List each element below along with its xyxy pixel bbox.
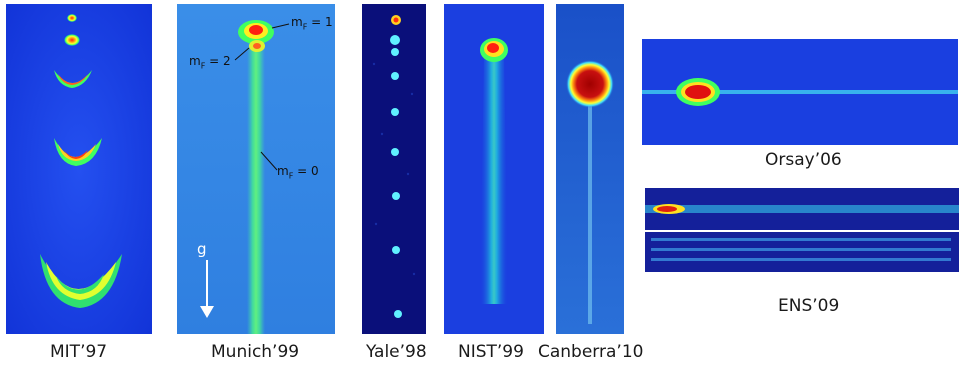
ens-caption: ENS’09 xyxy=(778,296,840,316)
yale-image-panel xyxy=(362,4,426,334)
munich-image-panel: mF = 1 mF = 2 mF = 0 g xyxy=(177,4,335,334)
mit-image-panel xyxy=(6,4,152,334)
mit-caption: MIT’97 xyxy=(50,342,108,362)
nist-image-panel xyxy=(444,4,544,334)
munich-caption: Munich’99 xyxy=(211,342,300,362)
annotation-mf1: mF = 1 xyxy=(291,15,333,32)
annotation-mf2: mF = 2 xyxy=(189,54,231,71)
annotation-mf0: mF = 0 xyxy=(277,164,319,181)
orsay-caption: Orsay’06 xyxy=(765,150,842,170)
ens-image-panel xyxy=(645,188,959,272)
gravity-label: g xyxy=(197,240,207,258)
canberra-image-panel xyxy=(556,4,624,334)
nist-caption: NIST’99 xyxy=(458,342,524,362)
yale-caption: Yale’98 xyxy=(366,342,427,362)
canberra-caption: Canberra’10 xyxy=(538,342,644,362)
orsay-image-panel xyxy=(642,39,958,145)
